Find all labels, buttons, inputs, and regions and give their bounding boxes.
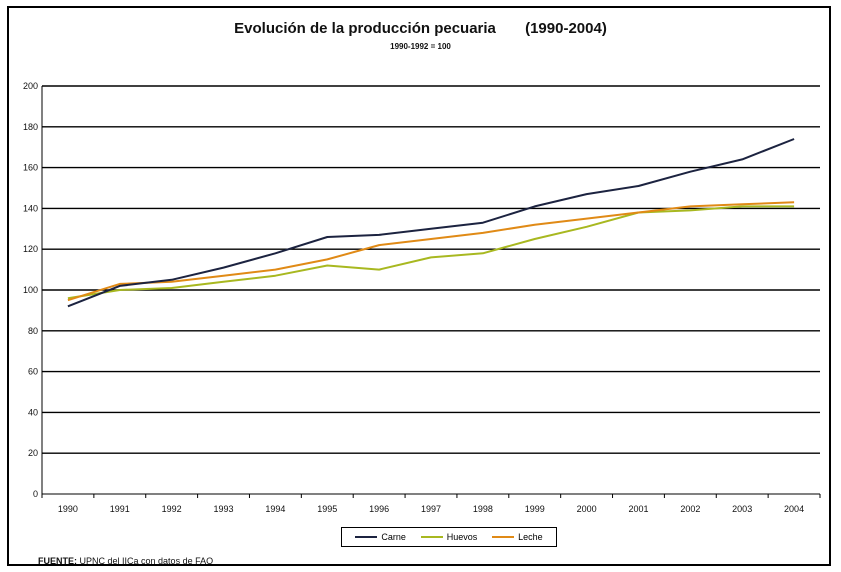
y-tick-label-160: 160 — [23, 163, 38, 173]
chart-subtitle: 1990-1992 = 100 — [390, 42, 451, 51]
legend-swatch-carne — [355, 536, 378, 538]
x-tick-label-2004: 2004 — [784, 504, 804, 514]
series-line-carne — [67, 138, 795, 308]
x-tick-label-1990: 1990 — [58, 504, 78, 514]
series-layer — [67, 138, 795, 308]
y-tick-label-120: 120 — [23, 244, 38, 254]
legend-label-leche: Leche — [518, 532, 543, 542]
y-tick-label-80: 80 — [28, 326, 38, 336]
legend: Carne Huevos Leche — [341, 527, 557, 547]
legend-label-carne: Carne — [381, 532, 406, 542]
series-line-leche — [67, 201, 795, 302]
x-tick-label-1994: 1994 — [265, 504, 285, 514]
x-tick-label-2001: 2001 — [628, 504, 648, 514]
y-tick-label-0: 0 — [33, 489, 38, 499]
chart-frame — [7, 6, 831, 566]
source-label: FUENTE: — [38, 556, 77, 566]
y-tick-label-40: 40 — [28, 407, 38, 417]
axis-layer: 0 20 40 60 80 100 120 140 160 180 200 1990 1991 1992 1… — [23, 81, 821, 514]
legend-item-carne: Carne — [355, 532, 406, 542]
y-tick-label-140: 140 — [23, 203, 38, 213]
chart-title: Evolución de la producción pecuaria (199… — [0, 20, 841, 37]
y-tick-label-20: 20 — [28, 448, 38, 458]
source-note: FUENTE: UPNC del IICa con datos de FAO — [38, 556, 213, 566]
chart-title-text: Evolución de la producción pecuaria — [234, 20, 496, 37]
legend-label-huevos: Huevos — [446, 532, 478, 542]
x-tick-label-1998: 1998 — [473, 504, 493, 514]
chart-title-period: (1990-2004) — [525, 20, 607, 37]
x-tick-label-1991: 1991 — [110, 504, 130, 514]
grid-layer — [42, 85, 820, 495]
y-tick-label-200: 200 — [23, 81, 38, 91]
y-tick-label-100: 100 — [23, 285, 38, 295]
y-tick-label-180: 180 — [23, 122, 38, 132]
x-tick-label-1999: 1999 — [525, 504, 545, 514]
x-tick-label-2002: 2002 — [680, 504, 700, 514]
x-tick-label-1997: 1997 — [421, 504, 441, 514]
x-tick-label-1996: 1996 — [369, 504, 389, 514]
x-tick-label-1995: 1995 — [317, 504, 337, 514]
source-text: UPNC del IICa con datos de FAO — [79, 556, 214, 566]
series-line-huevos — [67, 205, 795, 300]
x-tick-label-2003: 2003 — [732, 504, 752, 514]
x-tick-label-2000: 2000 — [577, 504, 597, 514]
legend-swatch-leche — [492, 536, 515, 538]
y-tick-label-60: 60 — [28, 367, 38, 377]
legend-item-huevos: Huevos — [420, 532, 478, 542]
x-tick-label-1992: 1992 — [162, 504, 182, 514]
legend-item-leche: Leche — [492, 532, 543, 542]
legend-swatch-huevos — [420, 536, 443, 538]
x-tick-label-1993: 1993 — [214, 504, 234, 514]
